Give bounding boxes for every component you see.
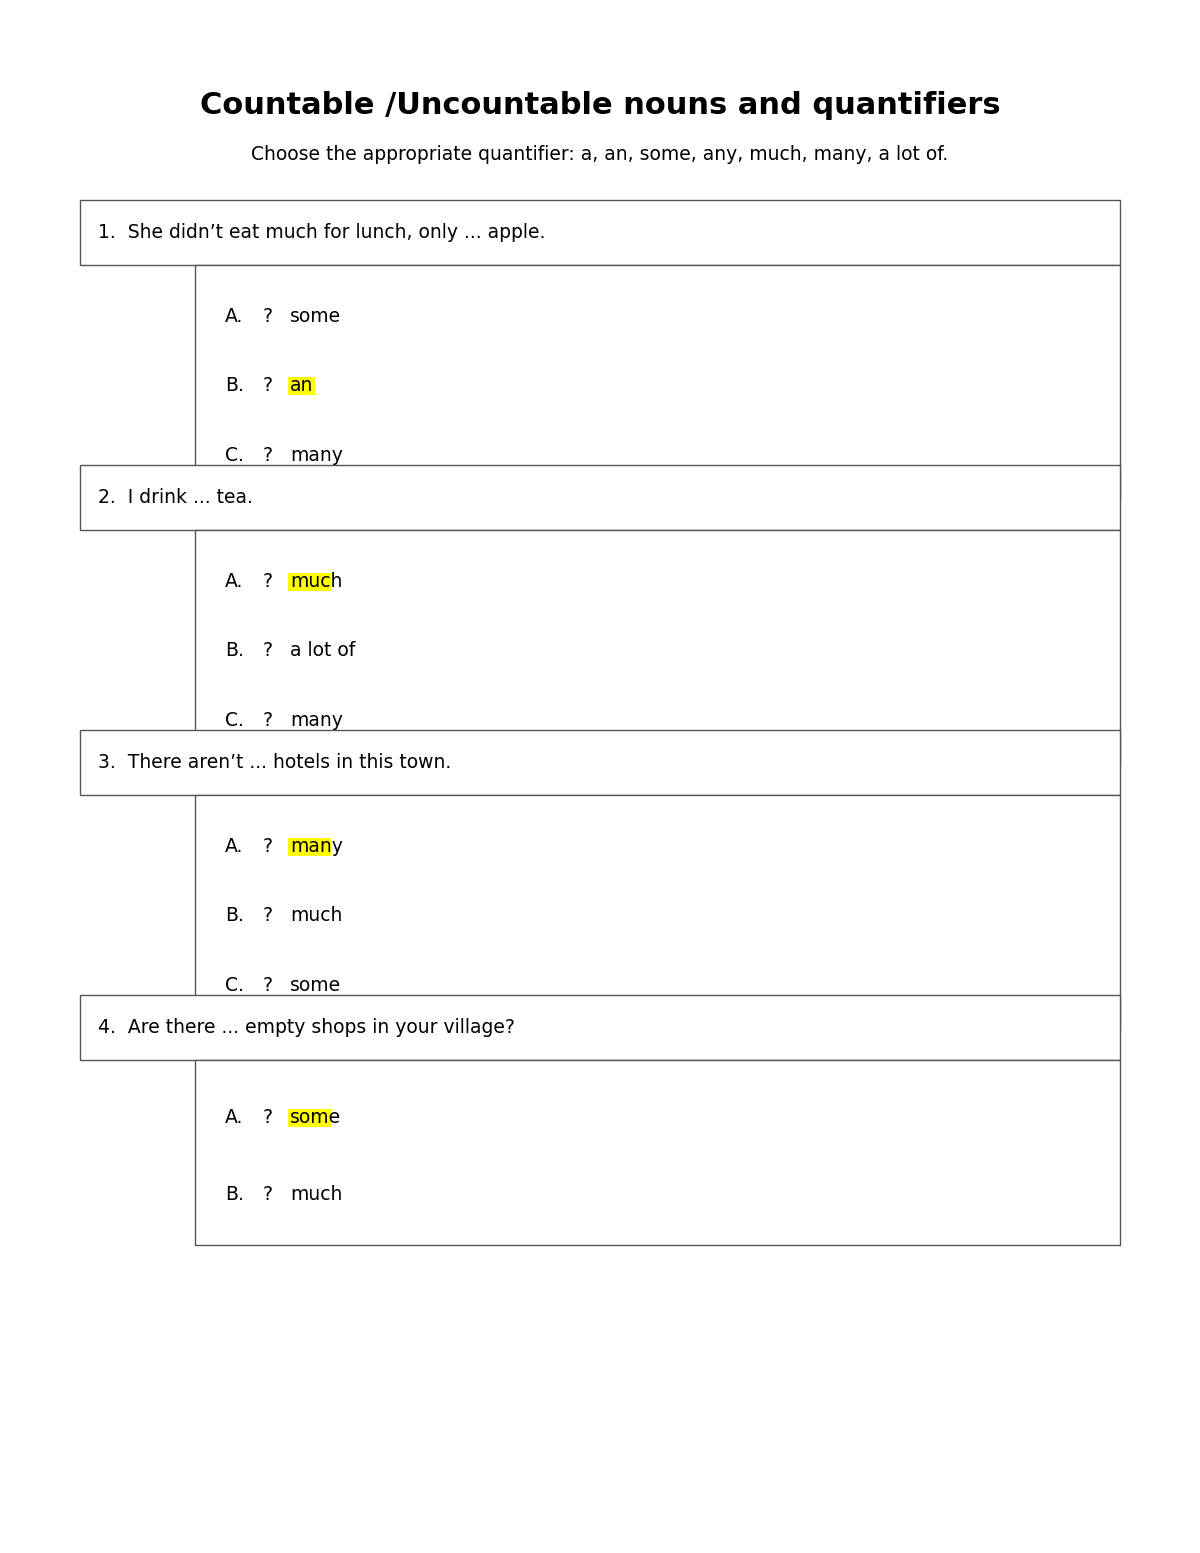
Text: Countable /Uncountable nouns and quantifiers: Countable /Uncountable nouns and quantif… bbox=[199, 90, 1001, 120]
Text: an: an bbox=[290, 376, 313, 396]
Text: ?: ? bbox=[263, 376, 274, 396]
Bar bbox=[194, 530, 1120, 766]
Text: ?: ? bbox=[263, 446, 274, 464]
Text: B.: B. bbox=[226, 907, 244, 926]
Text: C.: C. bbox=[226, 446, 244, 464]
Text: B.: B. bbox=[226, 1185, 244, 1205]
Bar bbox=[288, 1109, 331, 1127]
Text: ?: ? bbox=[263, 711, 274, 730]
Text: A.: A. bbox=[226, 307, 244, 326]
Bar bbox=[194, 795, 1120, 1030]
Bar bbox=[288, 377, 314, 394]
Text: B.: B. bbox=[226, 376, 244, 396]
Text: a lot of: a lot of bbox=[290, 641, 355, 660]
Text: Choose the appropriate quantifier: a, an, some, any, much, many, a lot of.: Choose the appropriate quantifier: a, an… bbox=[251, 146, 949, 165]
Text: 1.  She didn’t eat much for lunch, only ... apple.: 1. She didn’t eat much for lunch, only .… bbox=[98, 224, 545, 242]
Text: C.: C. bbox=[226, 975, 244, 994]
Bar bbox=[288, 837, 331, 856]
Text: ?: ? bbox=[263, 1185, 274, 1205]
Text: some: some bbox=[290, 307, 341, 326]
Text: A.: A. bbox=[226, 837, 244, 856]
Text: ?: ? bbox=[263, 573, 274, 592]
Text: some: some bbox=[290, 975, 341, 994]
Text: many: many bbox=[290, 446, 343, 464]
Bar bbox=[288, 573, 331, 592]
Bar bbox=[194, 266, 1120, 500]
Bar bbox=[80, 200, 1120, 266]
Text: many: many bbox=[290, 711, 343, 730]
Bar bbox=[80, 464, 1120, 530]
Text: B.: B. bbox=[226, 641, 244, 660]
Text: 4.  Are there ... empty shops in your village?: 4. Are there ... empty shops in your vil… bbox=[98, 1019, 515, 1037]
Text: ?: ? bbox=[263, 641, 274, 660]
Text: A.: A. bbox=[226, 1109, 244, 1127]
Text: 3.  There aren’t ... hotels in this town.: 3. There aren’t ... hotels in this town. bbox=[98, 753, 451, 772]
Bar bbox=[194, 1061, 1120, 1246]
Text: ?: ? bbox=[263, 907, 274, 926]
Text: some: some bbox=[290, 1109, 341, 1127]
Text: A.: A. bbox=[226, 573, 244, 592]
Text: 2.  I drink ... tea.: 2. I drink ... tea. bbox=[98, 488, 253, 506]
Text: much: much bbox=[290, 907, 342, 926]
Text: many: many bbox=[290, 837, 343, 856]
Text: much: much bbox=[290, 1185, 342, 1205]
Text: ?: ? bbox=[263, 837, 274, 856]
Text: C.: C. bbox=[226, 711, 244, 730]
Text: ?: ? bbox=[263, 1109, 274, 1127]
Bar bbox=[80, 730, 1120, 795]
Text: ?: ? bbox=[263, 975, 274, 994]
Bar bbox=[80, 995, 1120, 1061]
Text: ?: ? bbox=[263, 307, 274, 326]
Text: much: much bbox=[290, 573, 342, 592]
